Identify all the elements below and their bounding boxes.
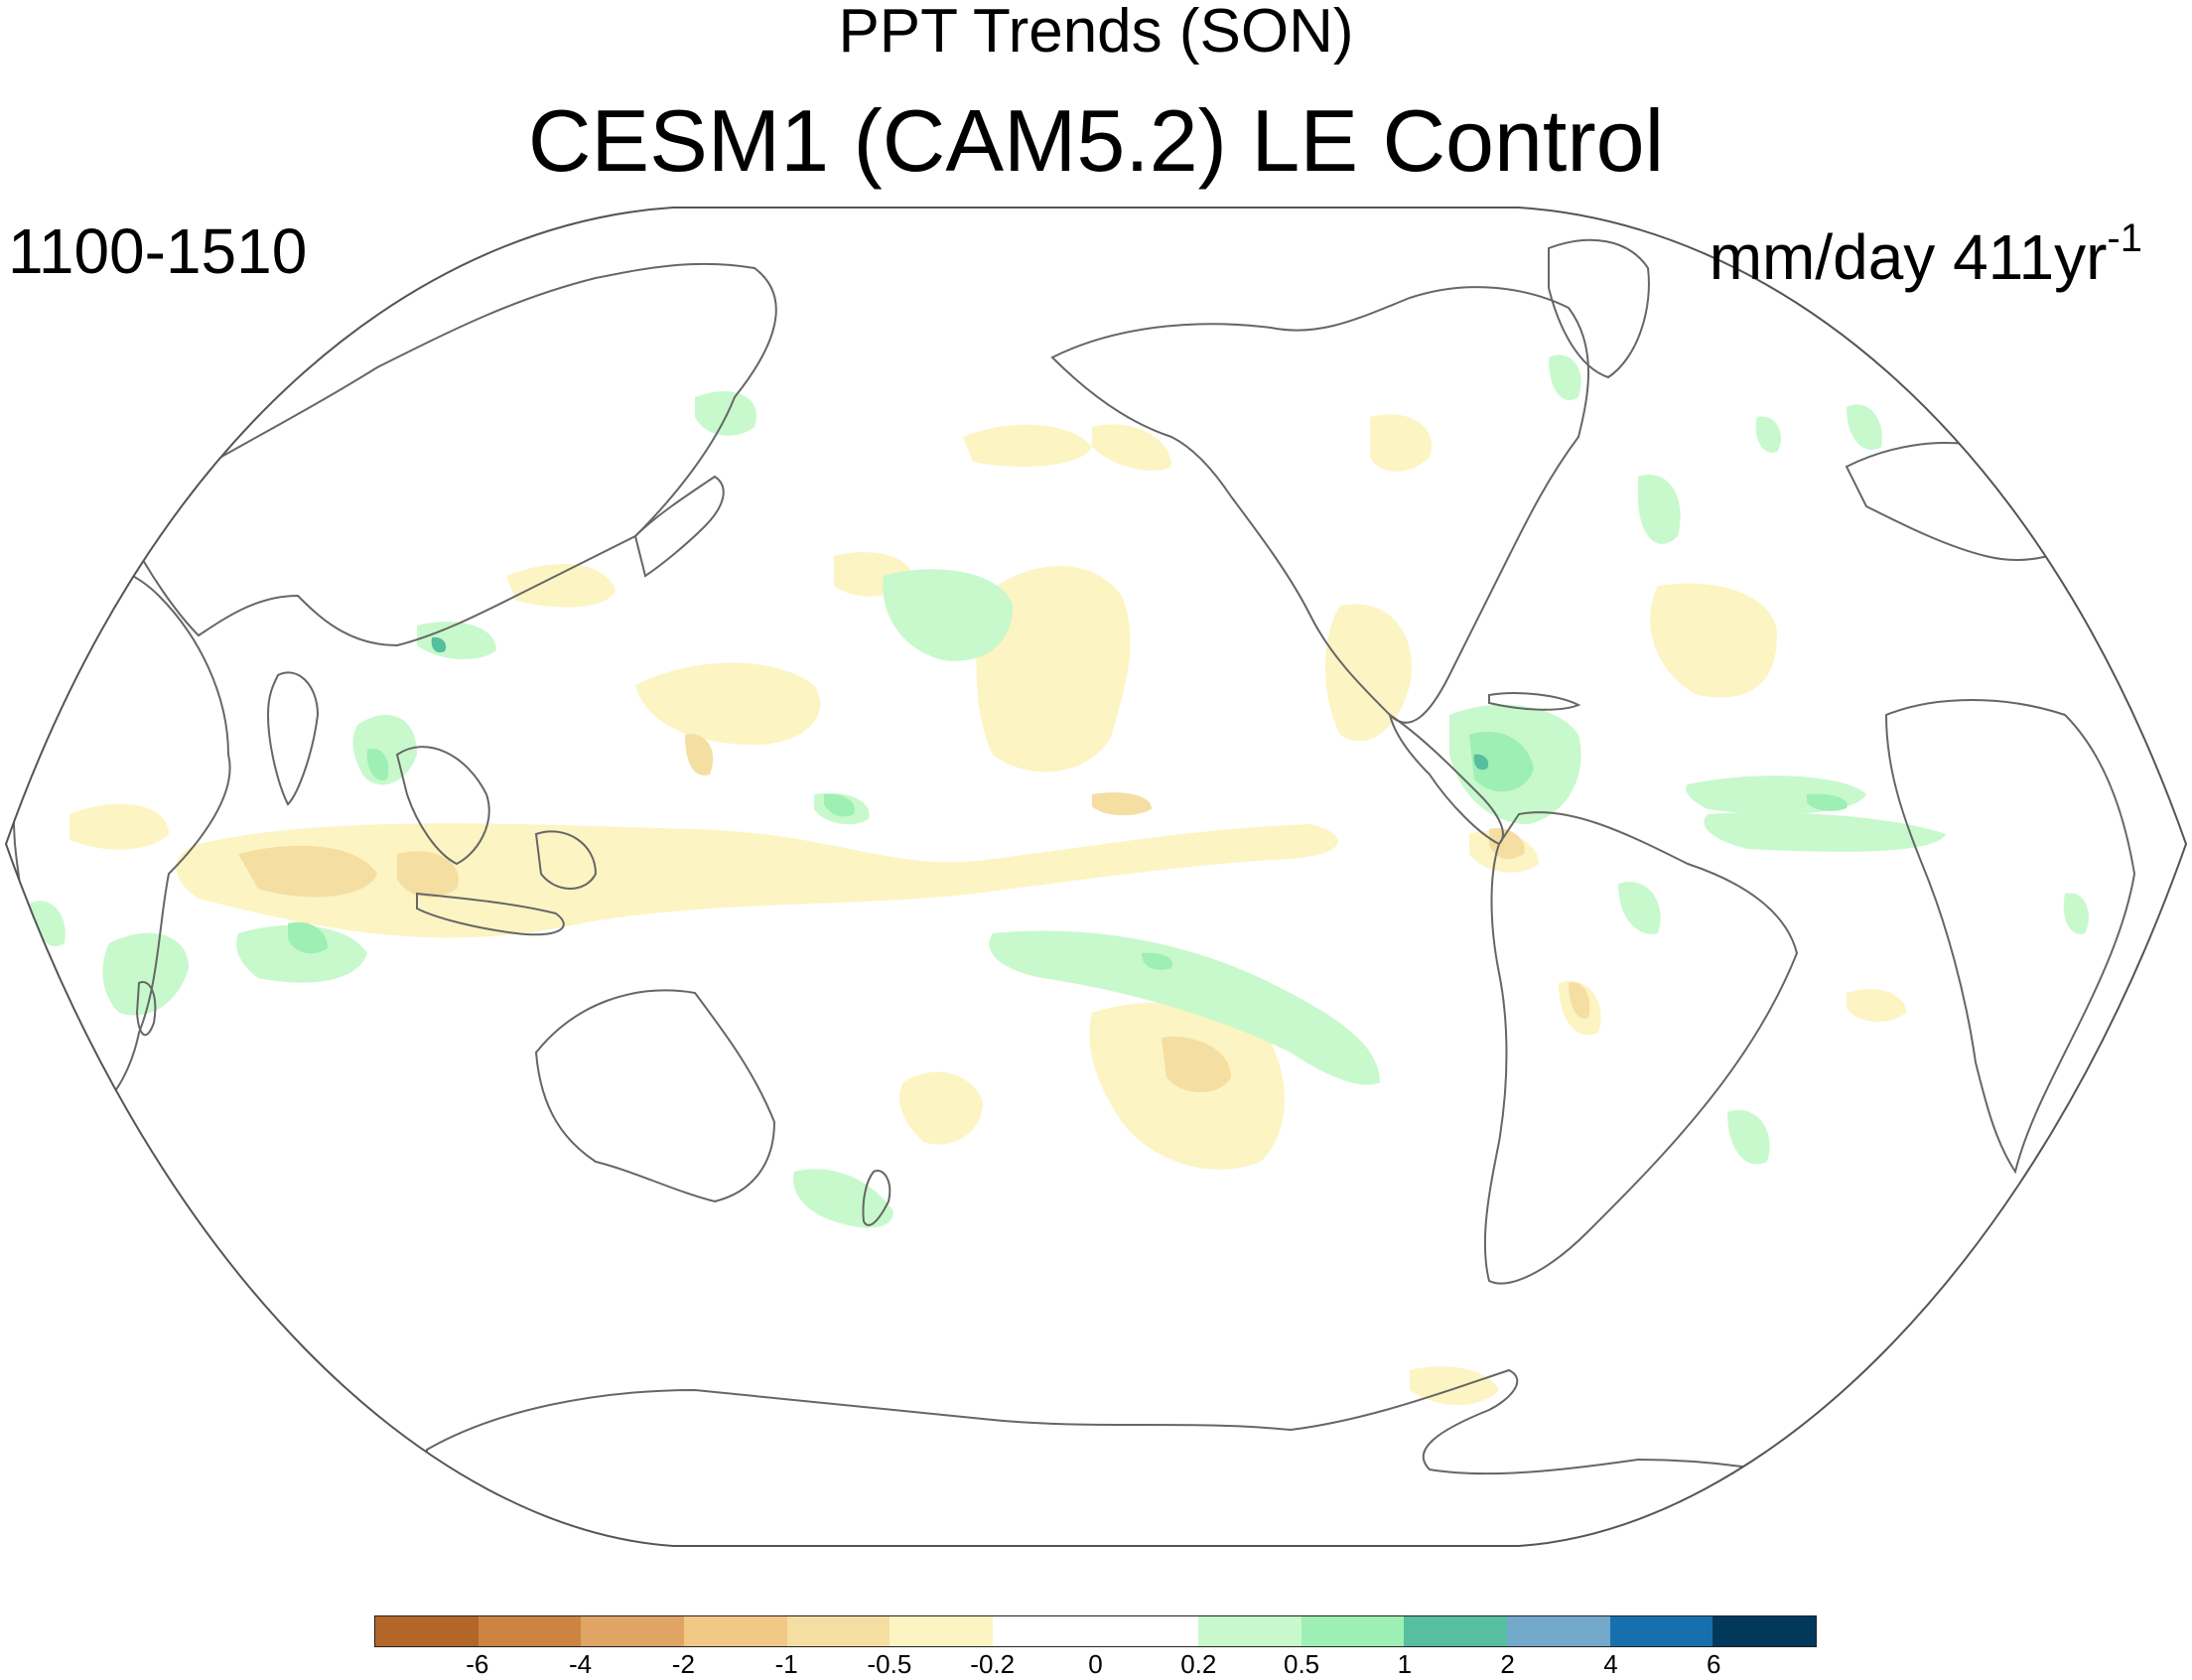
colorbar-tick-label: -0.5 xyxy=(867,1649,912,1679)
colorbar-tick-label: 0.5 xyxy=(1283,1649,1320,1679)
japan-outline xyxy=(633,475,725,578)
eurasia-outline xyxy=(117,262,777,647)
colorbar-swatch xyxy=(1609,1616,1713,1646)
north-america-outline xyxy=(1050,286,1589,724)
madagascar-outline xyxy=(135,981,157,1037)
map-frame xyxy=(4,207,2188,1547)
colorbar-swatch xyxy=(478,1616,582,1646)
colorbar-tick-label: 2 xyxy=(1500,1649,1515,1679)
colorbar-swatch xyxy=(992,1616,1096,1646)
plot-title: PPT Trends (SON) xyxy=(838,0,1354,66)
south-america-outline xyxy=(1483,811,1799,1285)
wetting-areas-strongest xyxy=(431,636,1489,770)
colorbar-tick-label: -0.2 xyxy=(970,1649,1016,1679)
wetting-areas xyxy=(30,354,2089,1228)
colorbar-tick-label: -6 xyxy=(466,1649,489,1679)
colorbar-tick-label: 0.2 xyxy=(1180,1649,1217,1679)
west-africa-outline xyxy=(1884,699,2136,1175)
units-text: mm/day 411yr xyxy=(1709,221,2108,293)
drying-areas-stronger xyxy=(238,734,1590,1092)
units-label: mm/day 411yr-1 xyxy=(1710,201,2142,295)
colorbar-swatch xyxy=(786,1616,890,1646)
antarctica-outline xyxy=(426,1368,1848,1546)
africa-outline xyxy=(12,565,231,1124)
india-outline xyxy=(266,671,320,806)
se-asia-outline xyxy=(395,746,490,866)
europe-outline xyxy=(1845,442,2087,561)
colorbar-tick-label: 4 xyxy=(1603,1649,1618,1679)
colorbar-swatch xyxy=(1198,1616,1302,1646)
colorbar-swatch xyxy=(1507,1616,1610,1646)
new-zealand-outline xyxy=(862,1170,891,1226)
period-label: 1100-1510 xyxy=(8,215,308,287)
plot-subtitle: CESM1 (CAM5.2) LE Control xyxy=(527,91,1665,190)
precip-trend-shading xyxy=(30,354,2089,1405)
colorbar-tick-label: 6 xyxy=(1706,1649,1721,1679)
colorbar-labels: -6 -4 -2 -1 -0.5 -0.2 0 0.2 0.5 1 2 4 6 xyxy=(374,1650,1817,1680)
colorbar-tick-label: -4 xyxy=(569,1649,593,1679)
drying-areas xyxy=(69,414,1906,1405)
borneo-outline xyxy=(534,830,598,890)
australia-outline xyxy=(534,989,776,1203)
colorbar-swatch xyxy=(1712,1616,1816,1646)
colorbar-tick-label: -2 xyxy=(671,1649,695,1679)
colorbar-tick-label: 1 xyxy=(1397,1649,1413,1679)
colorbar-tick-label: -1 xyxy=(774,1649,798,1679)
colorbar-swatch xyxy=(375,1616,479,1646)
colorbar-swatch xyxy=(683,1616,787,1646)
coastlines xyxy=(12,238,2136,1546)
colorbar-swatch xyxy=(1095,1616,1199,1646)
units-exponent: -1 xyxy=(2107,216,2142,260)
greenland-outline xyxy=(1548,238,1650,379)
colorbar-swatch xyxy=(581,1616,684,1646)
colorbar-swatch xyxy=(1301,1616,1405,1646)
colorbar-swatch xyxy=(1404,1616,1508,1646)
colorbar-swatch xyxy=(890,1616,993,1646)
wetting-areas-stronger xyxy=(288,731,1848,970)
colorbar xyxy=(374,1615,1817,1647)
cuba-outline xyxy=(1488,692,1581,711)
colorbar-tick-label: 0 xyxy=(1088,1649,1103,1679)
indonesia-outline xyxy=(416,892,565,936)
